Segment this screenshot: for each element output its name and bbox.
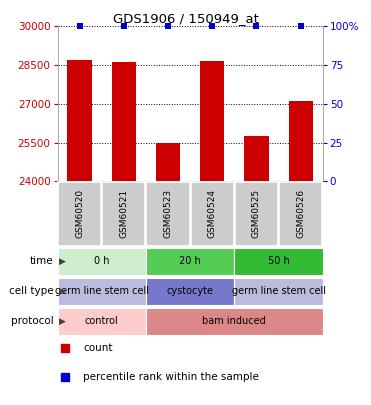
Bar [146, 308, 323, 335]
Text: GSM60523: GSM60523 [164, 189, 173, 239]
Bar [200, 61, 224, 181]
Text: 0 h: 0 h [94, 256, 109, 266]
Text: germ line stem cell: germ line stem cell [55, 286, 149, 296]
Text: time: time [30, 256, 54, 266]
Text: GSM60521: GSM60521 [119, 189, 128, 239]
Text: GSM60524: GSM60524 [208, 189, 217, 238]
Bar [156, 143, 180, 181]
Text: cell type: cell type [9, 286, 54, 296]
Bar [234, 278, 323, 305]
Bar [234, 248, 323, 275]
Text: GDS1906 / 150949_at: GDS1906 / 150949_at [112, 12, 259, 25]
Bar [191, 182, 234, 246]
Text: control: control [85, 316, 119, 326]
Bar [68, 60, 92, 181]
Text: ▶: ▶ [59, 257, 66, 266]
Bar [244, 136, 269, 181]
Text: ▶: ▶ [59, 287, 66, 296]
Text: GSM60520: GSM60520 [75, 189, 84, 239]
Text: bam induced: bam induced [203, 316, 266, 326]
Text: count: count [83, 343, 113, 354]
Bar [147, 182, 190, 246]
Bar [58, 182, 101, 246]
Bar [146, 278, 234, 305]
Text: 50 h: 50 h [268, 256, 289, 266]
Text: GSM60525: GSM60525 [252, 189, 261, 239]
Bar [279, 182, 322, 246]
Text: cystocyte: cystocyte [167, 286, 214, 296]
Text: ▶: ▶ [59, 317, 66, 326]
Bar [58, 248, 146, 275]
Bar [289, 101, 313, 181]
Text: protocol: protocol [11, 316, 54, 326]
Bar [58, 278, 146, 305]
Text: germ line stem cell: germ line stem cell [232, 286, 326, 296]
Bar [112, 62, 136, 181]
Text: 20 h: 20 h [179, 256, 201, 266]
Bar [235, 182, 278, 246]
Bar [58, 308, 146, 335]
Text: percentile rank within the sample: percentile rank within the sample [83, 372, 259, 382]
Text: GSM60526: GSM60526 [296, 189, 305, 239]
Bar [102, 182, 145, 246]
Bar [146, 248, 234, 275]
